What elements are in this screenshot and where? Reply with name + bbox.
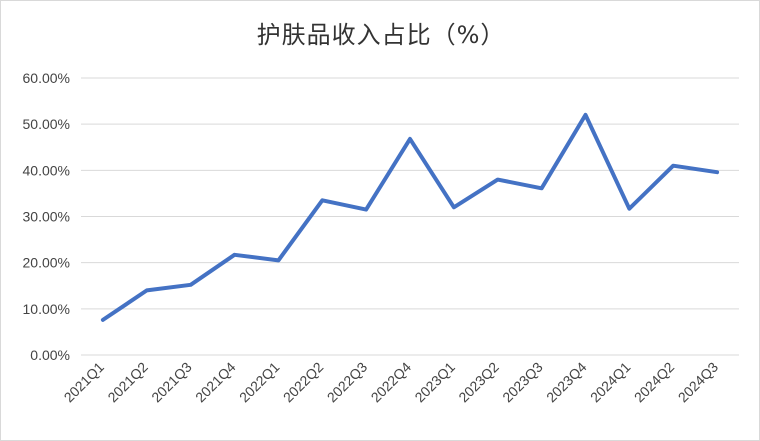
data-point xyxy=(627,207,631,211)
x-tick-label: 2023Q1 xyxy=(411,359,458,406)
x-tick-label: 2022Q1 xyxy=(236,359,283,406)
data-point xyxy=(583,113,587,117)
x-tick-label: 2023Q4 xyxy=(543,359,590,406)
y-tick-label: 0.00% xyxy=(30,347,70,363)
data-point xyxy=(452,205,456,209)
x-tick-label: 2023Q3 xyxy=(499,359,546,406)
chart-title: 护肤品收入占比（%） xyxy=(256,21,506,49)
y-tick-label: 10.00% xyxy=(23,301,70,317)
data-point xyxy=(320,198,324,202)
x-tick-label: 2022Q2 xyxy=(280,359,327,406)
y-axis: 0.00% 10.00% 20.00% 30.00% 40.00% 50.00% 60.00… xyxy=(23,70,70,363)
x-tick-label: 2022Q3 xyxy=(324,359,371,406)
data-point xyxy=(276,258,280,262)
x-tick-label: 2024Q1 xyxy=(587,359,634,406)
y-tick-label: 30.00% xyxy=(23,209,70,225)
data-point xyxy=(189,283,193,287)
data-point xyxy=(101,318,105,322)
gridlines xyxy=(81,77,739,356)
data-point xyxy=(408,137,412,141)
data-point xyxy=(496,178,500,182)
data-point xyxy=(364,208,368,212)
series-line xyxy=(100,112,720,322)
x-axis: 2021Q12021Q22021Q32021Q42022Q12022Q22022… xyxy=(61,359,722,406)
y-tick-label: 50.00% xyxy=(23,116,70,132)
x-tick-label: 2023Q2 xyxy=(455,359,502,406)
y-tick-label: 60.00% xyxy=(23,70,70,86)
series-layer xyxy=(100,112,720,322)
data-point xyxy=(715,170,719,174)
y-tick-label: 20.00% xyxy=(23,255,70,271)
x-tick-label: 2021Q1 xyxy=(61,359,108,406)
x-tick-label: 2021Q2 xyxy=(104,359,151,406)
x-tick-label: 2024Q3 xyxy=(675,359,722,406)
data-point xyxy=(671,164,675,168)
x-tick-label: 2021Q4 xyxy=(192,359,239,406)
data-point xyxy=(540,186,544,190)
x-tick-label: 2022Q4 xyxy=(368,359,415,406)
data-point xyxy=(145,288,149,292)
y-tick-label: 40.00% xyxy=(23,162,70,178)
x-tick-label: 2024Q2 xyxy=(631,359,678,406)
data-point xyxy=(233,253,237,257)
x-tick-label: 2021Q3 xyxy=(148,359,195,406)
